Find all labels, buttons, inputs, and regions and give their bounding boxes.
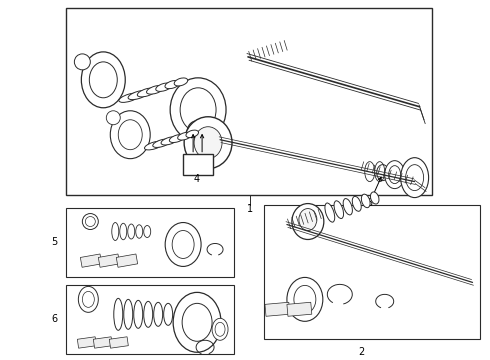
Ellipse shape (215, 322, 225, 336)
Ellipse shape (401, 158, 429, 198)
Ellipse shape (137, 88, 156, 97)
Bar (109, 337, 128, 348)
Text: 6: 6 (51, 314, 57, 324)
Ellipse shape (212, 318, 228, 340)
Bar (116, 254, 138, 267)
Circle shape (82, 213, 98, 230)
Bar (77, 337, 97, 348)
Ellipse shape (145, 141, 164, 150)
Ellipse shape (325, 203, 335, 222)
Ellipse shape (187, 121, 207, 143)
Ellipse shape (110, 111, 150, 159)
Ellipse shape (153, 139, 171, 148)
Ellipse shape (178, 132, 192, 140)
Ellipse shape (89, 62, 117, 98)
Ellipse shape (147, 85, 164, 94)
Ellipse shape (112, 222, 119, 240)
Ellipse shape (174, 78, 188, 86)
Ellipse shape (406, 165, 424, 190)
Ellipse shape (134, 300, 143, 328)
Ellipse shape (186, 130, 198, 138)
Ellipse shape (154, 302, 163, 326)
Ellipse shape (343, 199, 352, 215)
Ellipse shape (172, 230, 194, 258)
Bar (66, 208, 234, 278)
Text: 2: 2 (359, 347, 365, 357)
Ellipse shape (287, 278, 323, 321)
Ellipse shape (128, 224, 135, 239)
Ellipse shape (144, 225, 151, 238)
Bar (93, 337, 112, 348)
Ellipse shape (119, 93, 140, 102)
Ellipse shape (165, 80, 180, 89)
Ellipse shape (156, 83, 172, 91)
Ellipse shape (82, 291, 94, 307)
Circle shape (74, 54, 90, 70)
Bar (287, 302, 312, 316)
Bar (265, 302, 290, 316)
Ellipse shape (164, 303, 172, 325)
Text: 5: 5 (51, 238, 57, 247)
Bar (98, 254, 120, 267)
Ellipse shape (170, 78, 226, 142)
Ellipse shape (81, 52, 125, 108)
Ellipse shape (184, 117, 232, 168)
Ellipse shape (128, 90, 148, 100)
Ellipse shape (385, 161, 405, 189)
Circle shape (106, 111, 120, 125)
Ellipse shape (194, 127, 222, 159)
Ellipse shape (334, 201, 343, 219)
Ellipse shape (120, 223, 127, 240)
Ellipse shape (182, 303, 212, 341)
Text: 1: 1 (247, 203, 253, 213)
Ellipse shape (124, 300, 133, 329)
Bar (264, 204, 480, 339)
Ellipse shape (292, 203, 324, 239)
Ellipse shape (161, 137, 177, 145)
Ellipse shape (365, 162, 375, 181)
Ellipse shape (165, 222, 201, 266)
Ellipse shape (370, 192, 379, 204)
Bar (66, 285, 234, 354)
Ellipse shape (352, 196, 361, 211)
Bar (66, 8, 432, 195)
Ellipse shape (389, 166, 401, 184)
Ellipse shape (118, 120, 142, 150)
Ellipse shape (180, 88, 216, 132)
Text: 3: 3 (367, 177, 381, 208)
Ellipse shape (136, 225, 143, 238)
Circle shape (85, 217, 96, 226)
Bar (183, 154, 213, 175)
Ellipse shape (375, 162, 385, 181)
Ellipse shape (78, 287, 98, 312)
Ellipse shape (294, 285, 316, 313)
Bar (80, 254, 102, 267)
Text: 4: 4 (194, 174, 200, 184)
Ellipse shape (144, 301, 153, 327)
Ellipse shape (170, 135, 185, 143)
Ellipse shape (173, 292, 221, 352)
Ellipse shape (362, 194, 370, 208)
Ellipse shape (299, 208, 317, 230)
Ellipse shape (114, 298, 123, 330)
